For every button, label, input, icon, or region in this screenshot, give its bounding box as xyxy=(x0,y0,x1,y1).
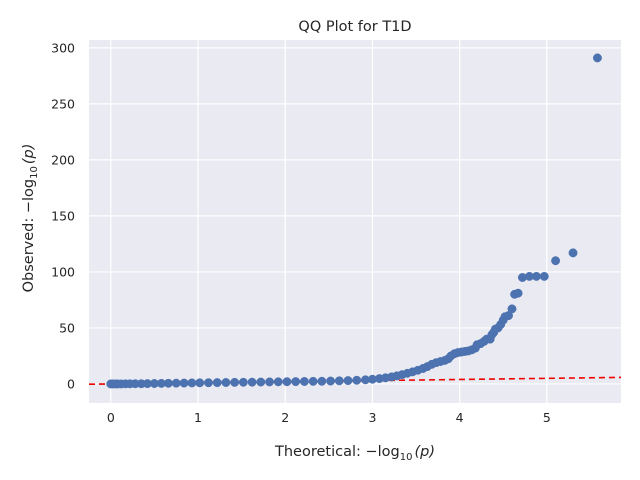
y-tick-label: 0 xyxy=(67,376,75,391)
x-axis-label: Theoretical: −log10 (p) xyxy=(274,444,435,463)
y-tick-label: 150 xyxy=(51,208,75,223)
x-tick-label: 4 xyxy=(456,410,464,425)
data-point xyxy=(593,53,602,63)
data-point xyxy=(238,377,248,387)
data-point xyxy=(513,288,523,298)
data-point xyxy=(179,378,189,388)
data-point xyxy=(247,377,257,387)
data-point xyxy=(187,378,197,388)
reference-line-group xyxy=(88,376,622,386)
x-tick-label: 1 xyxy=(194,410,202,425)
data-point xyxy=(195,378,205,388)
data-point xyxy=(212,378,222,388)
data-point xyxy=(230,377,240,387)
data-point xyxy=(273,377,283,387)
data-point xyxy=(282,377,292,387)
x-axis-ticks: 0 1 2 3 4 5 xyxy=(107,410,551,425)
data-point xyxy=(308,376,318,386)
data-point xyxy=(334,376,344,386)
x-tick-label: 2 xyxy=(281,410,289,425)
y-tick-label: 50 xyxy=(59,320,75,335)
data-point xyxy=(568,248,578,258)
data-point xyxy=(171,378,181,388)
data-point xyxy=(343,376,353,386)
data-point xyxy=(531,271,541,281)
data-point xyxy=(221,378,231,387)
data-point xyxy=(551,256,561,266)
y-axis-ticks: 0 50 100 150 200 250 300 xyxy=(51,40,75,391)
data-point xyxy=(291,377,301,387)
data-point xyxy=(326,376,336,386)
data-point xyxy=(265,377,274,387)
plot-background xyxy=(89,40,621,403)
chart-title: QQ Plot for T1D xyxy=(298,19,411,35)
data-points xyxy=(106,53,602,389)
y-tick-label: 200 xyxy=(51,152,75,167)
data-point xyxy=(507,304,517,314)
reference-line xyxy=(88,376,622,386)
y-tick-label: 250 xyxy=(51,96,75,111)
grid-lines xyxy=(89,40,621,403)
y-tick-label: 100 xyxy=(51,264,75,279)
x-tick-label: 3 xyxy=(368,410,376,425)
x-tick-label: 5 xyxy=(543,410,551,425)
y-axis-label: Observed: −log10(p) xyxy=(21,144,40,293)
x-tick-label: 0 xyxy=(107,410,115,425)
data-point xyxy=(317,376,327,386)
data-point xyxy=(352,375,362,385)
data-point xyxy=(163,378,173,388)
data-point xyxy=(204,378,213,388)
data-point xyxy=(256,377,266,387)
data-point xyxy=(539,271,549,281)
y-tick-label: 300 xyxy=(51,40,75,55)
data-point xyxy=(299,377,309,386)
